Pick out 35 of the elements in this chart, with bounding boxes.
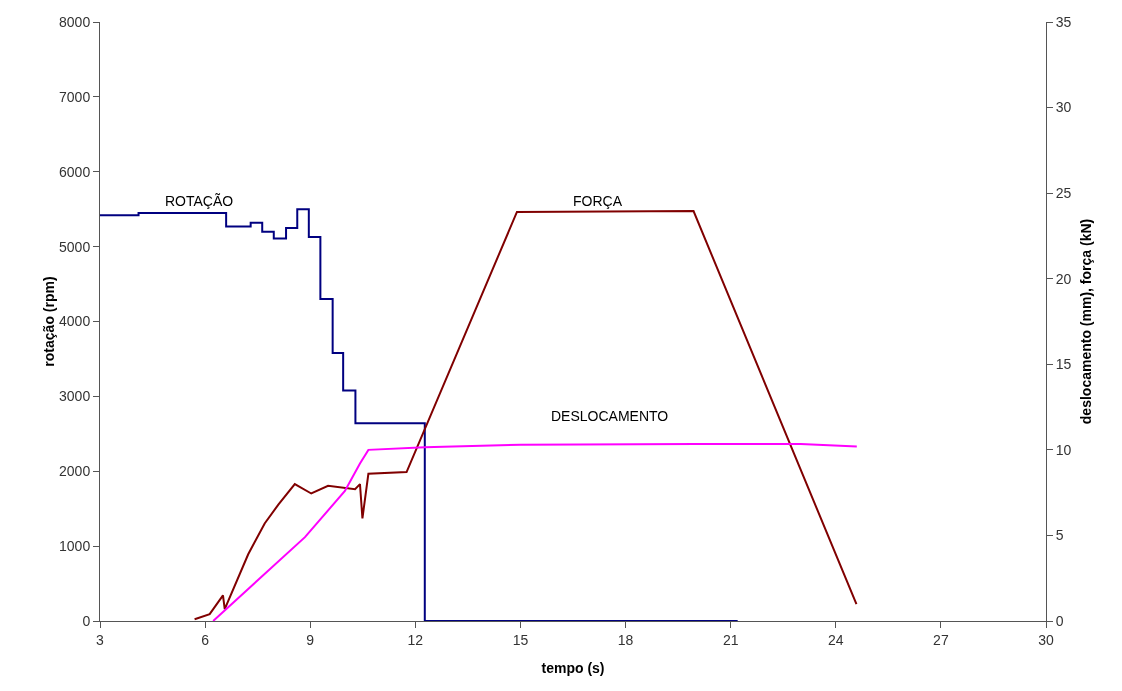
y-tick-label: 4000 xyxy=(59,313,91,330)
line-series xyxy=(193,210,858,621)
y2-tick-label: 5 xyxy=(1055,527,1064,544)
y2-tick-label: 35 xyxy=(1055,13,1072,30)
y-tick-label: 2000 xyxy=(59,463,91,480)
x-tick-label: 3 xyxy=(96,631,105,648)
y2-tick-label: 10 xyxy=(1055,441,1072,458)
y2-tick-label: 15 xyxy=(1055,356,1072,373)
y-tick-label: 3000 xyxy=(59,388,91,405)
x-tick-label: 18 xyxy=(617,631,634,648)
y2-tick-label: 30 xyxy=(1055,99,1072,116)
y2-axis-title: deslocamento (mm), força (kN) xyxy=(1078,218,1094,425)
x-tick-label: 6 xyxy=(201,631,210,648)
series-label: ROTAÇÃO xyxy=(165,193,234,209)
y-tick-label: 0 xyxy=(82,612,91,629)
y-tick-label: 6000 xyxy=(59,163,91,180)
x-tick-label: 15 xyxy=(512,631,529,648)
y-tick-label: 7000 xyxy=(59,88,91,105)
y-axis-title: rotação (rpm) xyxy=(41,276,58,367)
x-tick-label: 9 xyxy=(306,631,315,648)
series-label: FORÇA xyxy=(573,193,623,209)
y2-tick-label: 0 xyxy=(1055,612,1064,629)
x-tick-label: 21 xyxy=(722,631,739,648)
x-tick-label: 27 xyxy=(933,631,949,648)
y2-tick-label: 25 xyxy=(1055,185,1072,202)
y2-tick-label: 20 xyxy=(1055,270,1072,287)
x-tick-label: 12 xyxy=(407,631,424,648)
series-label: DESLOCAMENTO xyxy=(551,408,669,424)
x-tick-label: 24 xyxy=(827,631,844,648)
y-tick-label: 5000 xyxy=(59,238,91,255)
y-tick-label: 1000 xyxy=(59,538,91,555)
x-tick-label: 30 xyxy=(1038,631,1054,648)
line-series xyxy=(212,443,858,621)
y-tick-label: 8000 xyxy=(59,13,91,30)
x-axis-title: tempo (s) xyxy=(541,660,605,676)
